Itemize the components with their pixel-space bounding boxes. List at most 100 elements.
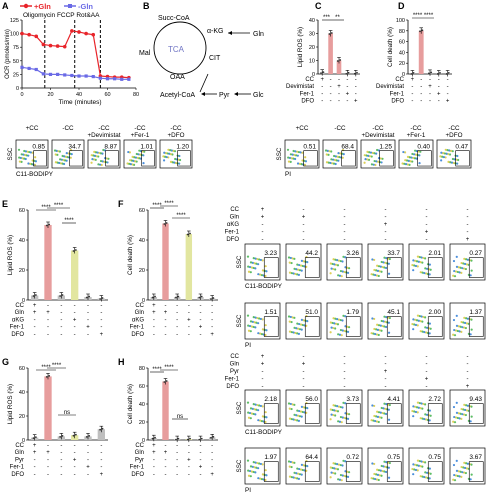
table-cell: - <box>344 362 346 368</box>
flow-gate <box>379 150 394 167</box>
sig-label: ** <box>335 15 340 21</box>
flow-event-dot <box>414 259 417 262</box>
flow-event-dot <box>24 157 27 161</box>
flow-event-dot <box>290 407 293 411</box>
flow-event-dot <box>376 415 380 418</box>
flow-event-dot <box>252 461 255 464</box>
flow-event-dot <box>415 406 419 409</box>
flow-event-dot <box>338 333 342 336</box>
flow-y-label: SSC <box>276 147 283 160</box>
flow-event-dot <box>455 265 459 268</box>
flow-event-dot <box>295 268 298 271</box>
flow-event-dot <box>174 157 177 161</box>
flow-event-dot <box>261 259 264 262</box>
flow-event-dot <box>252 325 255 329</box>
row-label-dfo: DFO <box>391 99 404 105</box>
flow-event-dot <box>295 327 298 330</box>
flow-event-dot <box>251 465 254 468</box>
flow-event-dot <box>383 266 386 269</box>
flow-event-dot <box>133 156 136 159</box>
flow-event-dot <box>421 465 424 468</box>
flow-event-dot <box>439 155 442 158</box>
node-pyr: Pyr <box>219 92 230 99</box>
row-value: - <box>165 325 167 331</box>
flow-event-dot <box>58 161 61 165</box>
gate-percentage: 3.26 <box>346 250 359 257</box>
row-value: + <box>33 310 37 316</box>
gate-percentage: 3.23 <box>264 250 277 257</box>
flow-event-dot <box>456 270 459 274</box>
table-row-label-cc: CC <box>230 354 239 360</box>
flow-event-dot <box>99 152 102 155</box>
data-point-gln-neg <box>98 76 102 80</box>
flow-event-dot <box>292 331 295 334</box>
data-dot <box>210 298 212 300</box>
flow-event-dot <box>470 405 473 408</box>
flow-event-dot <box>302 260 305 263</box>
flow-event-dot <box>299 151 302 154</box>
series-line-gln-pos <box>21 30 129 79</box>
row-value: - <box>100 465 102 471</box>
data-point-gln-pos <box>34 34 39 39</box>
flow-event-dot <box>264 411 267 414</box>
table-cell: - <box>303 377 305 383</box>
flow-event-dot <box>288 407 291 410</box>
flow-event-dot <box>298 473 302 476</box>
bar <box>44 225 52 300</box>
flow-event-dot <box>24 150 27 153</box>
flow-event-dot <box>254 267 257 270</box>
flow-event-dot <box>373 159 376 163</box>
data-dot <box>99 428 102 431</box>
flow-event-dot <box>247 469 250 472</box>
row-value: - <box>74 465 76 471</box>
bar <box>185 234 193 300</box>
flow-event-dot <box>383 325 386 328</box>
flow-event-dot <box>458 330 461 333</box>
flow-event-dot <box>418 314 421 318</box>
flow-event-dot <box>329 418 332 421</box>
table-cell: - <box>426 215 428 221</box>
flow-event-dot <box>337 333 340 336</box>
flow-event-dot <box>265 474 268 477</box>
table-cell: - <box>426 354 428 360</box>
flow-event-dot <box>303 163 307 166</box>
flow-event-dot <box>291 403 294 406</box>
flow-event-dot <box>344 315 347 318</box>
flow-event-dot <box>54 161 58 164</box>
row-value: + <box>199 465 203 471</box>
row-value: - <box>176 472 178 478</box>
row-value: - <box>188 443 190 449</box>
flow-event-dot <box>296 322 299 325</box>
flow-event-dot <box>332 267 335 271</box>
row-value: - <box>420 77 422 83</box>
row-label-dfo: DFO <box>11 472 24 478</box>
flow-event-dot <box>425 267 429 270</box>
table-cell: - <box>467 230 469 236</box>
flow-event-dot <box>339 405 342 409</box>
flow-event-dot <box>333 467 336 470</box>
flow-event-dot <box>340 479 343 482</box>
flow-event-dot <box>92 158 96 161</box>
row-value: - <box>100 450 102 456</box>
row-value: - <box>420 99 422 105</box>
sig-label: **** <box>54 203 64 209</box>
flow-event-dot <box>332 158 335 161</box>
row-value: - <box>47 443 49 449</box>
flow-event-dot <box>460 465 463 469</box>
flow-event-dot <box>299 410 303 413</box>
flow-event-dot <box>370 155 373 158</box>
y-tick-label: 10 <box>309 59 315 65</box>
flow-event-dot <box>376 269 380 272</box>
flow-event-dot <box>288 156 292 160</box>
flow-event-dot <box>380 464 383 468</box>
flow-event-dot <box>418 162 421 165</box>
flow-event-dot <box>383 460 386 463</box>
flow-event-dot <box>332 471 335 475</box>
flow-event-dot <box>332 317 335 320</box>
flow-event-dot <box>464 258 468 261</box>
flow-event-dot <box>296 273 299 276</box>
row-value: - <box>200 450 202 456</box>
flow-event-dot <box>346 325 349 328</box>
flow-event-dot <box>417 319 420 322</box>
y-tick-label: 60 <box>19 208 25 214</box>
